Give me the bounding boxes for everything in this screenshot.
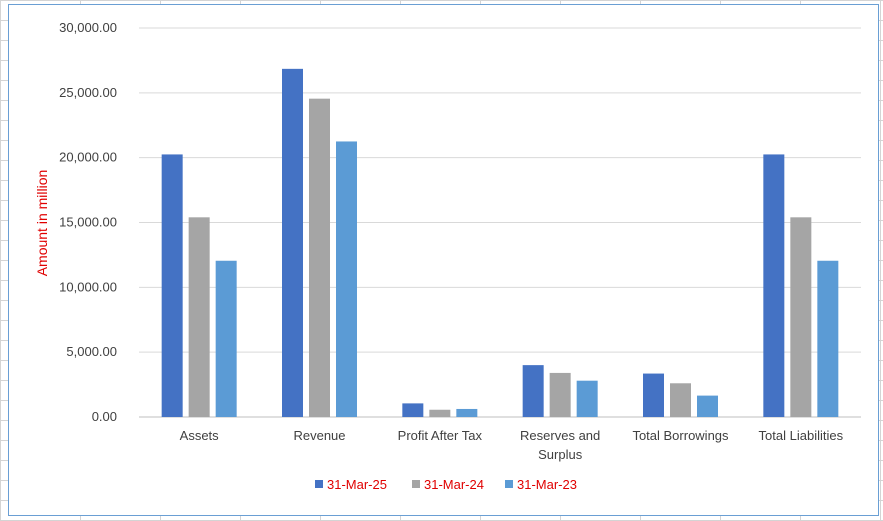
legend-label: 31-Mar-23 — [517, 477, 577, 492]
y-tick-label: 0.00 — [92, 409, 117, 424]
bar-chart: 0.00 5,000.00 10,000.00 15,000.00 20,000.00 2… — [34, 20, 861, 492]
bar — [549, 372, 571, 417]
x-axis-categories: Assets Revenue Profit After Tax Reserves an… — [180, 428, 844, 462]
y-axis-title: Amount in million — [34, 170, 50, 277]
legend-swatch — [412, 480, 420, 488]
chart-area[interactable]: 0.00 5,000.00 10,000.00 15,000.00 20,000.00 2… — [8, 4, 879, 516]
bar — [817, 260, 839, 417]
bar — [336, 141, 357, 418]
legend-label: 31-Mar-24 — [424, 477, 484, 492]
bar — [161, 154, 183, 418]
bar — [643, 373, 664, 417]
bar — [402, 403, 424, 417]
x-category-label: Total Liabilities — [759, 428, 844, 443]
gridlines — [139, 27, 861, 418]
bar — [429, 409, 451, 417]
x-category-label: Profit After Tax — [398, 428, 483, 443]
y-tick-label: 5,000.00 — [66, 344, 117, 359]
legend: 31-Mar-25 31-Mar-24 31-Mar-23 — [315, 477, 577, 492]
bars — [161, 68, 839, 418]
bar — [188, 217, 210, 417]
bar — [282, 68, 303, 417]
x-category-label: Total Borrowings — [632, 428, 729, 443]
y-tick-label: 30,000.00 — [59, 20, 117, 35]
bar — [670, 383, 691, 417]
legend-label: 31-Mar-25 — [327, 477, 387, 492]
x-category-label: Revenue — [293, 428, 345, 443]
y-tick-label: 10,000.00 — [59, 279, 117, 294]
bar — [309, 98, 330, 417]
bar — [790, 217, 812, 417]
y-tick-label: 20,000.00 — [59, 150, 117, 165]
legend-swatch — [505, 480, 513, 488]
x-category-label: Assets — [180, 428, 220, 443]
x-category-label: Reserves and — [520, 428, 600, 443]
bar — [763, 154, 785, 418]
x-category-label: Surplus — [538, 447, 583, 462]
y-tick-label: 15,000.00 — [59, 215, 117, 230]
bar — [215, 260, 237, 417]
bar — [456, 408, 478, 417]
bar — [576, 380, 598, 417]
bar — [697, 395, 718, 417]
y-tick-label: 25,000.00 — [59, 85, 117, 100]
y-axis-ticks: 0.00 5,000.00 10,000.00 15,000.00 20,000.00 2… — [59, 20, 117, 424]
bar — [522, 365, 544, 417]
legend-swatch — [315, 480, 323, 488]
